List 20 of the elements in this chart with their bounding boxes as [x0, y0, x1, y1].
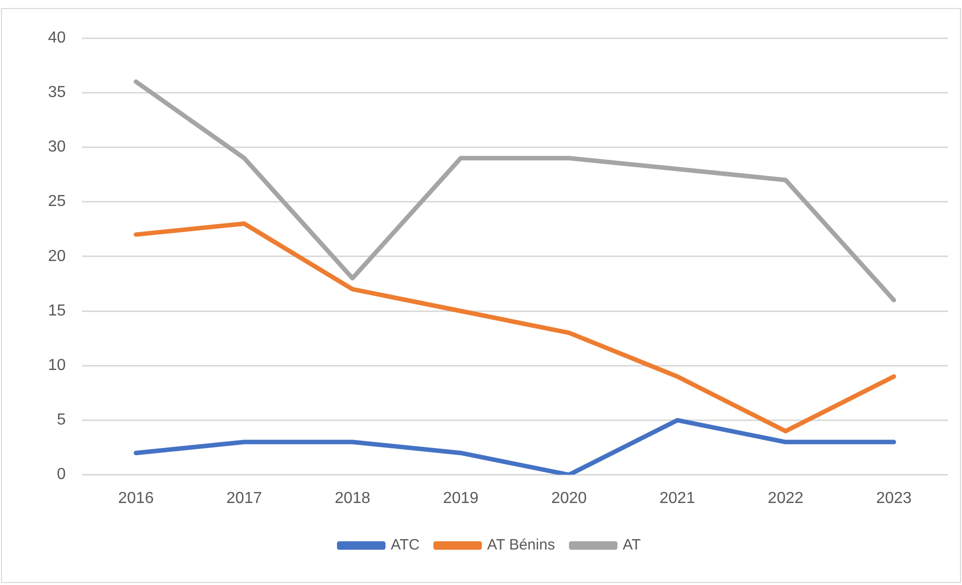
x-tick-label: 2022	[768, 490, 804, 507]
x-tick-label: 2019	[442, 490, 479, 507]
x-tick-label: 2023	[876, 490, 912, 507]
y-tick-label: 25	[48, 193, 66, 210]
y-tick-label: 15	[48, 302, 66, 320]
legend-label: AT	[622, 536, 641, 554]
y-tick-label: 40	[48, 29, 66, 46]
legend-label: ATC	[390, 536, 420, 554]
x-tick-label: 2016	[118, 490, 154, 507]
x-tick-label: 2017	[226, 490, 262, 507]
y-tick-label: 5	[56, 412, 66, 429]
y-tick-label: 10	[48, 357, 66, 374]
legend-label: AT Bénins	[487, 536, 555, 554]
x-tick-label: 2021	[660, 490, 696, 507]
y-tick-label: 30	[48, 138, 66, 156]
x-tick-label: 2018	[334, 490, 370, 507]
y-tick-label: 35	[48, 84, 66, 102]
y-tick-label: 0	[56, 466, 66, 484]
y-tick-label: 20	[48, 248, 66, 265]
x-tick-label: 2020	[551, 490, 587, 507]
